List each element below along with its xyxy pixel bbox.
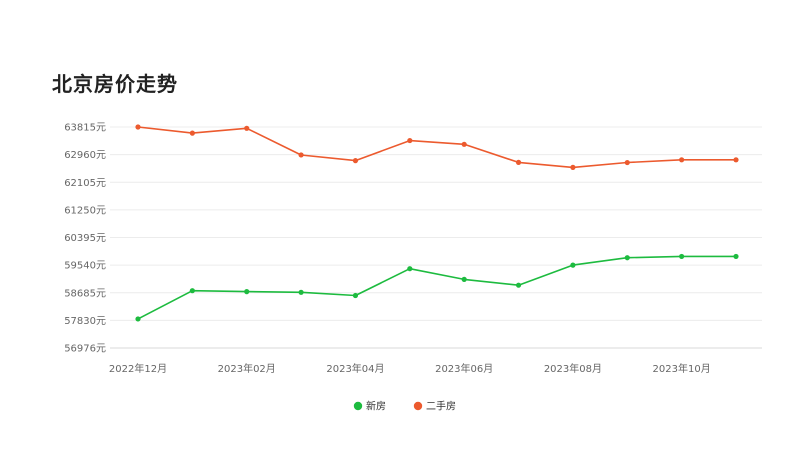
x-axis-labels: 2022年12月 2023年02月 2023年04月 2023年06月 2023年08月… (109, 362, 711, 375)
data-point (352, 158, 359, 164)
data-point (407, 266, 413, 272)
series-line (137, 126, 736, 169)
y-tick-label: 58685元 (64, 288, 106, 299)
data-point (244, 125, 250, 131)
data-point (135, 124, 141, 130)
data-point (624, 255, 630, 261)
y-tick-label: 62105元 (64, 178, 106, 189)
data-point (570, 164, 576, 170)
data-point (298, 289, 304, 295)
data-point (189, 288, 195, 294)
series-line (137, 255, 736, 320)
data-point (515, 159, 522, 165)
data-point (461, 141, 467, 147)
legend-marker (413, 401, 423, 411)
y-tick-label: 60395元 (64, 233, 106, 244)
x-tick-label: 2023年10月 (653, 362, 711, 375)
grid-layer (110, 126, 762, 349)
data-point (733, 157, 739, 163)
data-point (407, 137, 413, 144)
legend-item[interactable]: 二手房 (413, 400, 456, 413)
data-point (679, 157, 685, 163)
x-tick-label: 2023年04月 (326, 362, 384, 375)
y-tick-label: 62960元 (64, 150, 106, 161)
data-point (733, 253, 739, 260)
data-point (624, 159, 630, 166)
data-point (244, 289, 250, 295)
data-point (135, 316, 141, 322)
x-tick-label: 2023年02月 (218, 362, 276, 375)
y-axis-labels: 63815元 62960元 62105元 61250元 60395元 59540元 5868… (64, 123, 106, 355)
data-point (189, 130, 195, 136)
y-tick-label: 57830元 (64, 316, 106, 327)
y-tick-label: 59540元 (64, 261, 106, 272)
x-tick-label: 2023年06月 (435, 362, 493, 375)
y-tick-label: 61250元 (64, 205, 106, 216)
legend-label: 新房 (366, 400, 386, 413)
legend-marker (353, 401, 363, 411)
y-tick-label: 56976元 (64, 344, 106, 355)
legend-label: 二手房 (426, 400, 456, 413)
data-point (570, 262, 576, 268)
y-tick-label: 63815元 (64, 123, 106, 134)
data-point (679, 253, 685, 260)
chart-title: 北京房价走势 (52, 72, 178, 96)
legend-item[interactable]: 新房 (353, 400, 386, 413)
legend: 新房 二手房 (353, 400, 456, 413)
data-point (515, 282, 522, 288)
x-tick-label: 2022年12月 (109, 362, 167, 375)
data-point (352, 292, 359, 299)
data-point (298, 152, 304, 158)
series-layer (135, 124, 739, 322)
data-point (461, 276, 467, 282)
x-tick-label: 2023年08月 (544, 362, 602, 375)
